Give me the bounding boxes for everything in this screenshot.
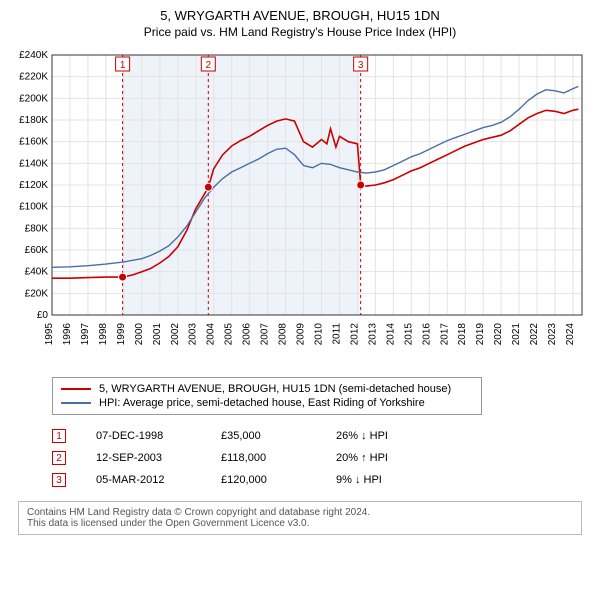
y-tick-label: £200K	[19, 93, 48, 104]
chart-svg: £0 £20K £40K £60K £80K £100K £120K £140K £160K £1…	[10, 47, 590, 367]
x-tick-label: 1999	[116, 323, 127, 346]
legend: 5, WRYGARTH AVENUE, BROUGH, HU15 1DN (se…	[52, 377, 482, 415]
x-tick-label: 2015	[403, 323, 414, 346]
x-tick-label: 2010	[313, 323, 324, 346]
x-tick-label: 2016	[421, 323, 432, 346]
x-tick-label: 2001	[152, 323, 163, 346]
event-table: 1 07-DEC-1998 £35,000 26% ↓ HPI 2 12-SEP-2003…	[52, 425, 582, 491]
x-tick-label: 2013	[367, 323, 378, 346]
y-tick-label: £0	[37, 310, 49, 321]
legend-swatch	[61, 402, 91, 404]
x-tick-label: 2000	[134, 323, 145, 346]
x-tick-label: 2022	[529, 323, 540, 346]
legend-swatch	[61, 388, 91, 390]
chart-title: 5, WRYGARTH AVENUE, BROUGH, HU15 1DN	[10, 8, 590, 23]
x-tick-label: 2018	[457, 323, 468, 346]
event-delta: 9% ↓ HPI	[336, 474, 421, 486]
x-tick-label: 2005	[224, 323, 235, 346]
legend-label: 5, WRYGARTH AVENUE, BROUGH, HU15 1DN (se…	[99, 383, 451, 395]
x-tick-label: 2017	[439, 323, 450, 346]
y-tick-label: £140K	[19, 158, 48, 169]
event-date: 07-DEC-1998	[96, 430, 191, 442]
x-tick-label: 2014	[385, 323, 396, 346]
attribution: Contains HM Land Registry data © Crown c…	[18, 501, 582, 535]
x-tick-label: 2021	[511, 323, 522, 346]
chart-subtitle: Price paid vs. HM Land Registry's House …	[10, 25, 590, 39]
event-price: £35,000	[221, 430, 306, 442]
attribution-line-2: This data is licensed under the Open Gov…	[27, 518, 573, 529]
x-tick-label: 2011	[331, 323, 342, 345]
x-tick-label: 2004	[206, 323, 217, 346]
event-row: 1 07-DEC-1998 £35,000 26% ↓ HPI	[52, 425, 582, 447]
y-tick-label: £100K	[19, 202, 48, 213]
event-price: £118,000	[221, 452, 306, 464]
legend-row: HPI: Average price, semi-detached house,…	[61, 396, 473, 410]
y-tick-label: £180K	[19, 115, 48, 126]
event-date: 12-SEP-2003	[96, 452, 191, 464]
event-row: 2 12-SEP-2003 £118,000 20% ↑ HPI	[52, 447, 582, 469]
y-tick-label: £120K	[19, 180, 48, 191]
x-tick-label: 2023	[547, 323, 558, 346]
chart-area: £0 £20K £40K £60K £80K £100K £120K £140K £160K £1…	[10, 47, 590, 367]
x-tick-label: 2007	[260, 323, 271, 346]
event-price: £120,000	[221, 474, 306, 486]
y-tick-label: £60K	[25, 245, 49, 256]
attribution-line-1: Contains HM Land Registry data © Crown c…	[27, 507, 573, 518]
event-date: 05-MAR-2012	[96, 474, 191, 486]
x-tick-label: 2006	[242, 323, 253, 346]
y-tick-label: £220K	[19, 72, 48, 83]
x-tick-label: 2002	[170, 323, 181, 346]
y-tick-label: £160K	[19, 137, 48, 148]
event-number-badge: 1	[52, 429, 66, 443]
x-tick-label: 2020	[493, 323, 504, 346]
event-number-badge: 2	[52, 451, 66, 465]
legend-label: HPI: Average price, semi-detached house,…	[99, 397, 425, 409]
x-tick-label: 2012	[349, 323, 360, 346]
x-tick-label: 1998	[98, 323, 109, 346]
x-tick-label: 2003	[188, 323, 199, 346]
x-tick-label: 1995	[44, 323, 55, 346]
x-tick-label: 2008	[278, 323, 289, 346]
event-number-badge: 3	[52, 473, 66, 487]
y-tick-label: £40K	[25, 267, 49, 278]
legend-row: 5, WRYGARTH AVENUE, BROUGH, HU15 1DN (se…	[61, 382, 473, 396]
y-tick-label: £80K	[25, 223, 49, 234]
y-tick-label: £20K	[25, 288, 49, 299]
event-row: 3 05-MAR-2012 £120,000 9% ↓ HPI	[52, 469, 582, 491]
y-tick-label: £240K	[19, 50, 48, 61]
x-tick-label: 1997	[80, 323, 91, 346]
event-delta: 20% ↑ HPI	[336, 452, 421, 464]
x-tick-label: 2009	[296, 323, 307, 346]
event-marker-label: 3	[358, 60, 364, 71]
x-tick-label: 1996	[62, 323, 73, 346]
event-marker-label: 2	[206, 60, 212, 71]
event-delta: 26% ↓ HPI	[336, 430, 421, 442]
x-tick-label: 2024	[565, 323, 576, 346]
event-marker-label: 1	[120, 60, 126, 71]
x-tick-label: 2019	[475, 323, 486, 346]
